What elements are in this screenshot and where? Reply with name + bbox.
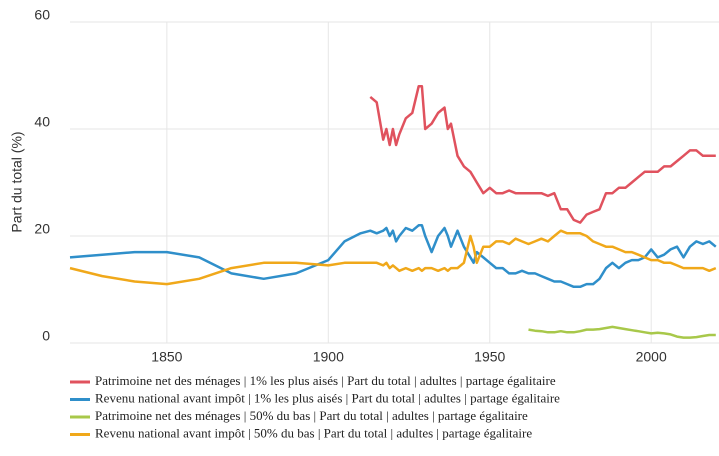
- series-line: [69, 229, 717, 286]
- x-tick-label: 1950: [474, 349, 505, 365]
- legend-label: Revenu national avant impôt | 1% les plu…: [95, 390, 560, 405]
- series-line: [69, 224, 717, 289]
- legend-label: Patrimoine net des ménages | 1% les plus…: [95, 373, 556, 388]
- y-tick-label: 0: [42, 328, 50, 344]
- series-line: [369, 84, 716, 224]
- legend-label: Revenu national avant impôt | 50% du bas…: [95, 425, 532, 440]
- y-axis-label: Part du total (%): [9, 131, 25, 232]
- x-tick-label: 1900: [313, 349, 344, 365]
- y-tick-label: 20: [34, 221, 50, 237]
- x-tick-label: 2000: [636, 349, 667, 365]
- y-tick-label: 60: [34, 7, 50, 23]
- x-tick-label: 1850: [151, 349, 182, 365]
- series-line: [528, 325, 716, 339]
- y-tick-label: 40: [34, 114, 50, 130]
- legend-label: Patrimoine net des ménages | 50% du bas …: [95, 408, 528, 423]
